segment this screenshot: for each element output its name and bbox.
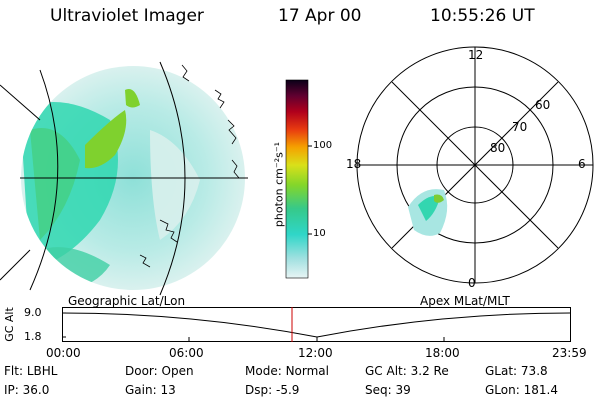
colorbar-tick-100: 100 [313, 140, 333, 151]
strip-xtick-1800: 18:00 [425, 346, 460, 360]
strip-ytick-1-8: 1.8 [24, 330, 42, 343]
status-dsp: Dsp: -5.9 [245, 383, 300, 397]
mlt-label-6: 6 [578, 157, 586, 171]
mlt-label-0: 0 [468, 276, 476, 290]
status-flt: Flt: LBHL [4, 364, 58, 378]
altitude-curve [61, 312, 571, 338]
app-title: Ultraviolet Imager [50, 6, 204, 26]
colorbar [285, 79, 312, 279]
status-glat: GLat: 73.8 [485, 364, 548, 378]
time-label: 10:55:26 UT [430, 6, 535, 26]
aurora-arc [85, 110, 127, 169]
status-mode: Mode: Normal [245, 364, 329, 378]
polar-plot [356, 46, 594, 284]
orbit-strip [61, 307, 571, 342]
lat-label-80: 80 [490, 141, 506, 155]
strip-xtick-1200: 12:00 [298, 346, 333, 360]
colorbar-tick-10: 10 [313, 228, 326, 239]
status-seq: Seq: 39 [365, 383, 411, 397]
strip-axis-label: GC Alt [2, 307, 16, 342]
strip-xtick-0000: 00:00 [46, 346, 81, 360]
mlt-label-12: 12 [468, 48, 484, 62]
mlt-label-18: 18 [346, 157, 362, 171]
status-glon: GLon: 181.4 [485, 383, 558, 397]
lat-label-60: 60 [535, 98, 551, 112]
status-door: Door: Open [125, 364, 194, 378]
strip-xtick-0600: 06:00 [169, 346, 204, 360]
status-ip: IP: 36.0 [4, 383, 50, 397]
geographic-image [0, 61, 248, 296]
strip-xtick-2359: 23:59 [552, 346, 587, 360]
date-label: 17 Apr 00 [278, 6, 362, 26]
status-gc-alt: GC Alt: 3.2 Re [365, 364, 449, 378]
strip-ytick-9: 9.0 [24, 306, 42, 319]
strip-right-label: Apex MLat/MLT [420, 294, 510, 308]
status-gain: Gain: 13 [125, 383, 176, 397]
strip-left-label: Geographic Lat/Lon [68, 294, 186, 308]
colorbar-label: photon cm⁻²s⁻¹ [272, 141, 286, 228]
lat-label-70: 70 [512, 120, 528, 134]
